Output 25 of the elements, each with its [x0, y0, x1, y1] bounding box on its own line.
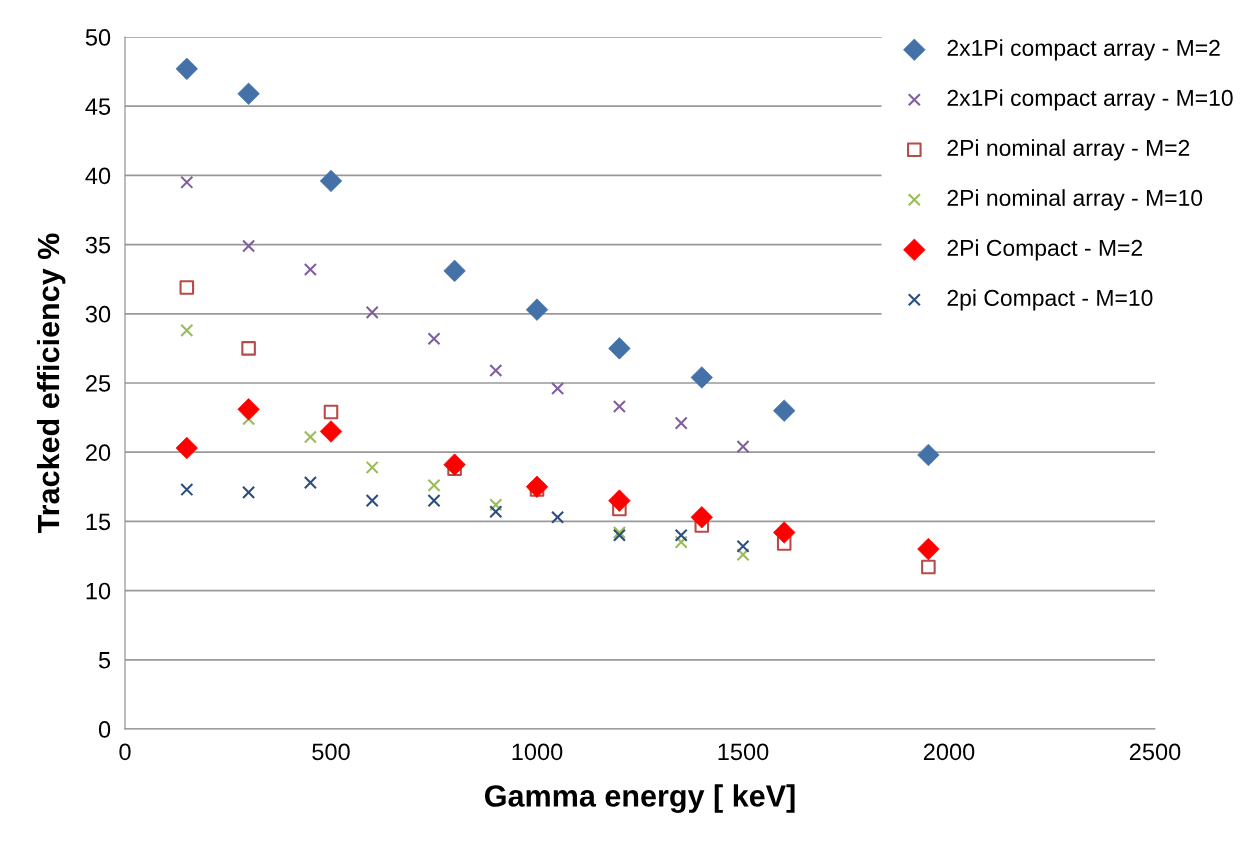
- y-tick-label: 10: [86, 582, 111, 600]
- y-tick-label: 30: [85, 305, 111, 323]
- legend-label: 2pi Compact - M=10: [947, 289, 1153, 311]
- legend-label: 2x1Pi compact array - M=2: [947, 39, 1220, 61]
- y-tick-label: 50: [85, 29, 111, 46]
- x-tick-label: 2000: [923, 743, 975, 761]
- y-tick-label: 35: [85, 236, 111, 254]
- y-tick-label: 20: [86, 444, 111, 461]
- y-tick-label: 45: [85, 98, 111, 115]
- legend-label: 2Pi Compact - M=2: [947, 239, 1143, 261]
- y-tick-label: 40: [85, 167, 111, 185]
- x-axis-title: Gamma energy [ keV]: [485, 784, 795, 813]
- y-tick-label: 25: [86, 375, 111, 392]
- y-tick-label: 5: [98, 652, 111, 669]
- y-tick-label: 0: [98, 721, 111, 738]
- legend-label: 2Pi nominal array - M=2: [947, 139, 1190, 161]
- legend-label: 2Pi nominal array - M=10: [947, 189, 1203, 211]
- x-tick-label: 1500: [718, 743, 769, 761]
- x-tick-label: 2500: [1129, 743, 1181, 761]
- legend-label: 2x1Pi compact array - M=10: [947, 89, 1233, 111]
- y-axis-title: Tracked efficiency %: [36, 233, 66, 533]
- x-tick-label: 0: [119, 743, 131, 761]
- y-tick-label: 15: [86, 513, 111, 531]
- x-tick-label: 500: [312, 743, 350, 761]
- x-tick-label: 1000: [512, 743, 563, 761]
